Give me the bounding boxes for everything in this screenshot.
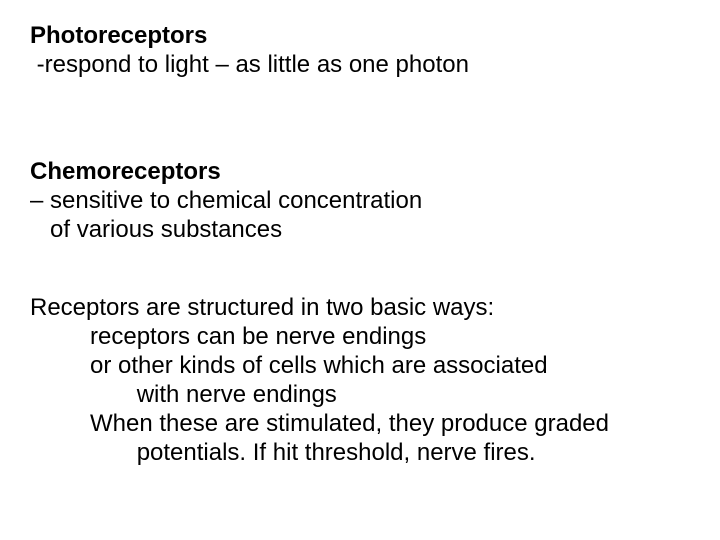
text-receptors-2: or other kinds of cells which are associ… [30, 352, 548, 381]
text-receptors-4: When these are stimulated, they produce … [30, 410, 609, 439]
text-chemoreceptors-desc-2: of various substances [30, 216, 282, 245]
text-receptors-intro: Receptors are structured in two basic wa… [30, 294, 494, 323]
heading-photoreceptors: Photoreceptors [30, 22, 207, 51]
slide: Photoreceptors -respond to light – as li… [0, 0, 720, 540]
text-photoreceptors-desc: -respond to light – as little as one pho… [30, 51, 469, 80]
text-chemoreceptors-desc-1: – sensitive to chemical concentration [30, 187, 422, 216]
text-receptors-1: receptors can be nerve endings [30, 323, 426, 352]
text-receptors-5: potentials. If hit threshold, nerve fire… [30, 439, 536, 468]
heading-chemoreceptors: Chemoreceptors [30, 158, 221, 187]
text-receptors-3: with nerve endings [30, 381, 337, 410]
